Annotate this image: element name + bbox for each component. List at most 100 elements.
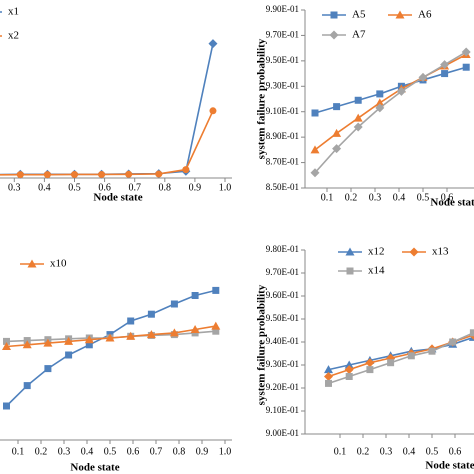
legend-label: A7 [352, 29, 366, 41]
panel: 0.1 0.2 0.3 0.4 0.5 0.6 0.7 0.8 0.9 1.0 Node state… [0, 258, 232, 474]
marker [105, 333, 115, 342]
marker [71, 170, 78, 178]
marker [332, 144, 342, 154]
x-tick-label: 0.7 [128, 182, 141, 193]
marker [212, 286, 220, 294]
marker [395, 10, 405, 19]
marker [3, 402, 10, 410]
x-tick-label: 0.4 [81, 446, 94, 457]
y-tick-label: 9.70E-01 [266, 29, 299, 39]
marker [3, 337, 10, 345]
marker [2, 342, 11, 350]
x-tick-label: 0.2 [35, 446, 48, 457]
x-tick-label: 0.4 [403, 446, 416, 457]
marker [344, 365, 354, 375]
marker [407, 352, 415, 360]
x-tick-label: 1.0 [219, 446, 232, 457]
legend-label: A5 [352, 9, 366, 21]
marker [190, 325, 200, 333]
y-tick-label: 9.50E-01 [266, 55, 299, 65]
marker [346, 267, 354, 275]
y-tick-label: 9.10E-01 [266, 106, 299, 116]
y-tick-label: 9.00E-01 [266, 428, 299, 438]
x-tick-label: 0.5 [68, 182, 81, 193]
marker [375, 103, 385, 113]
marker [126, 331, 136, 340]
x-tick-label: 0.2 [357, 446, 370, 457]
panel: 0.3 0.4 0.5 0.6 0.7 0.8 0.9 1.0 Node state x1 x2 [0, 6, 232, 204]
x-tick-label: 0.5 [426, 446, 439, 457]
marker [311, 109, 319, 117]
x-tick-label: 0.8 [173, 446, 186, 457]
x-tick-label: 0.6 [441, 192, 454, 203]
x-tick-label: 0.6 [98, 182, 111, 193]
marker [449, 338, 457, 346]
marker [146, 330, 156, 339]
x-tick-label: 0.6 [449, 446, 462, 457]
x-axis-label: Node state [93, 192, 142, 204]
marker [310, 145, 320, 154]
legend-label: x12 [368, 246, 385, 258]
marker [387, 359, 395, 367]
marker [329, 30, 339, 40]
y-axis-label: system failure probability [256, 284, 268, 405]
x-tick-label: 1.0 [219, 182, 232, 193]
marker [191, 292, 199, 299]
x-tick-label: 0.3 [8, 182, 21, 193]
marker [208, 39, 218, 49]
marker [418, 72, 428, 82]
x-tick-label: 0.7 [150, 446, 163, 457]
x-tick-label: 0.3 [369, 192, 382, 203]
marker [354, 96, 362, 104]
marker [169, 328, 179, 337]
marker [353, 122, 363, 132]
y-tick-label: 9.40E-01 [266, 336, 299, 346]
marker [376, 90, 384, 98]
marker [125, 170, 133, 178]
y-tick-label: 8.90E-01 [266, 131, 299, 141]
x-tick-label: 0.4 [38, 182, 51, 193]
marker [344, 360, 354, 369]
y-tick-label: 9.10E-01 [266, 405, 299, 415]
x-axis-label: Node state [425, 460, 474, 472]
marker [212, 327, 220, 335]
marker [366, 366, 374, 374]
x-axis-label: Node state [70, 462, 119, 474]
marker [330, 11, 338, 19]
marker [65, 351, 73, 359]
x-tick-label: 0.2 [345, 192, 358, 203]
legend-label: A6 [418, 9, 432, 21]
x-tick-label: 0.9 [196, 446, 209, 457]
series-line [0, 43, 214, 176]
marker [147, 310, 155, 318]
x-tick-label: 0.3 [58, 446, 71, 457]
x-tick-label: 0.8 [159, 182, 172, 193]
y-tick-label: 9.90E-01 [266, 4, 299, 14]
y-tick-label: 8.50E-01 [266, 182, 299, 192]
y-tick-label: 9.30E-01 [266, 359, 299, 369]
marker [43, 338, 53, 347]
marker [332, 128, 342, 137]
marker [461, 47, 471, 57]
marker [44, 365, 52, 373]
marker [23, 382, 31, 390]
marker [324, 372, 333, 381]
marker [440, 60, 450, 70]
marker [365, 358, 375, 368]
y-tick-label: 9.80E-01 [266, 244, 299, 254]
marker [310, 168, 320, 178]
y-tick-label: 9.50E-01 [266, 313, 299, 323]
marker [345, 247, 355, 256]
series-line [314, 66, 467, 114]
y-axis-label: system failure probability [256, 38, 268, 159]
marker [409, 247, 419, 257]
marker [428, 347, 436, 355]
x-tick-label: 0.5 [104, 446, 117, 457]
marker [396, 86, 406, 96]
marker [64, 336, 74, 345]
x-tick-label: 0.9 [189, 182, 202, 193]
x-tick-label: 0.1 [321, 192, 334, 203]
marker [353, 113, 363, 122]
series-line [314, 51, 467, 174]
